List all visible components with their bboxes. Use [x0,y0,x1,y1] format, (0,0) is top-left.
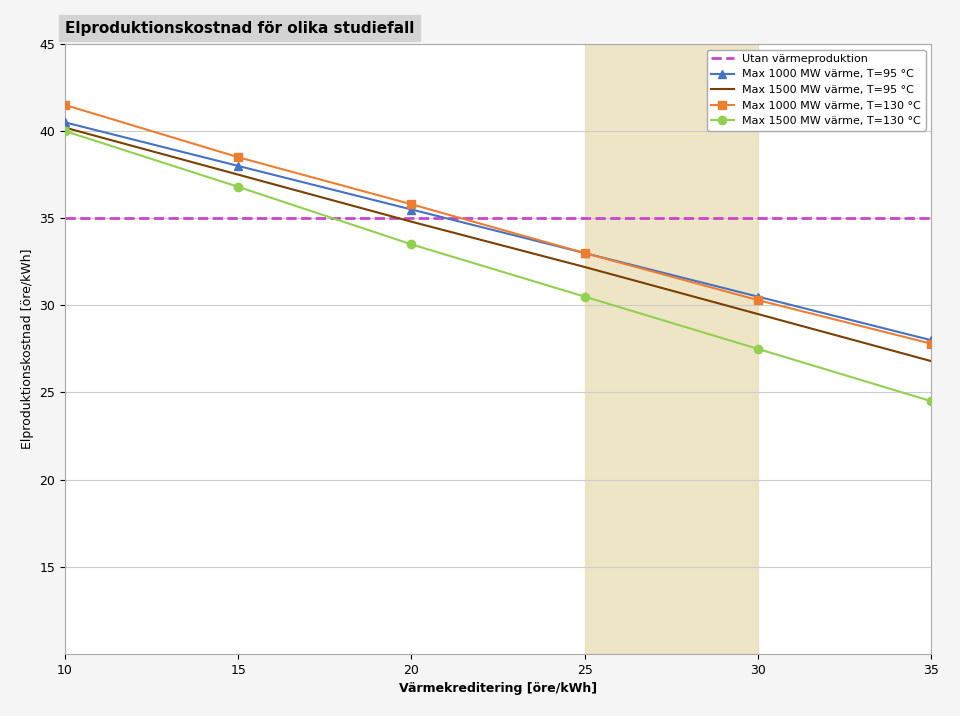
X-axis label: Värmekreditering [öre/kWh]: Värmekreditering [öre/kWh] [399,682,597,695]
Line: Max 1000 MW värme, T=130 °C: Max 1000 MW värme, T=130 °C [60,101,935,348]
Max 1500 MW värme, T=130 °C [406,240,418,248]
Max 1500 MW värme, T=130 °C [925,397,937,405]
Bar [585,44,758,654]
Max 1500 MW värme, T=95 °C [579,263,590,271]
Max 1000 MW värme, T=95 °C [753,292,764,301]
Max 1000 MW värme, T=95 °C [232,162,244,170]
Max 1500 MW värme, T=130 °C [753,344,764,353]
Max 1000 MW värme, T=95 °C [60,118,71,127]
Max 1500 MW värme, T=130 °C [579,292,590,301]
Max 1000 MW värme, T=130 °C [60,101,71,110]
Max 1500 MW värme, T=130 °C [60,127,71,135]
Max 1500 MW värme, T=95 °C [753,310,764,319]
Max 1500 MW värme, T=95 °C [925,357,937,365]
Max 1500 MW värme, T=95 °C [232,170,244,179]
Max 1500 MW värme, T=95 °C [406,218,418,226]
Max 1000 MW värme, T=95 °C [925,336,937,344]
Max 1000 MW värme, T=130 °C [232,153,244,162]
Max 1000 MW värme, T=95 °C [406,205,418,214]
Max 1500 MW värme, T=95 °C [60,123,71,132]
Max 1500 MW värme, T=130 °C [232,183,244,191]
Line: Max 1500 MW värme, T=95 °C: Max 1500 MW värme, T=95 °C [65,127,931,361]
Line: Max 1000 MW värme, T=95 °C: Max 1000 MW värme, T=95 °C [60,118,935,344]
Max 1000 MW värme, T=95 °C [579,248,590,257]
Legend: Utan värmeproduktion, Max 1000 MW värme, T=95 °C, Max 1500 MW värme, T=95 °C, Ma: Utan värmeproduktion, Max 1000 MW värme,… [707,49,925,130]
Max 1000 MW värme, T=130 °C [925,339,937,348]
Y-axis label: Elproduktionskostnad [öre/kWh]: Elproduktionskostnad [öre/kWh] [21,248,34,449]
Max 1000 MW värme, T=130 °C [406,200,418,208]
Line: Max 1500 MW värme, T=130 °C: Max 1500 MW värme, T=130 °C [60,127,935,405]
Max 1000 MW värme, T=130 °C [753,296,764,304]
Text: Elproduktionskostnad för olika studiefall: Elproduktionskostnad för olika studiefal… [65,21,415,36]
Max 1000 MW värme, T=130 °C [579,248,590,257]
